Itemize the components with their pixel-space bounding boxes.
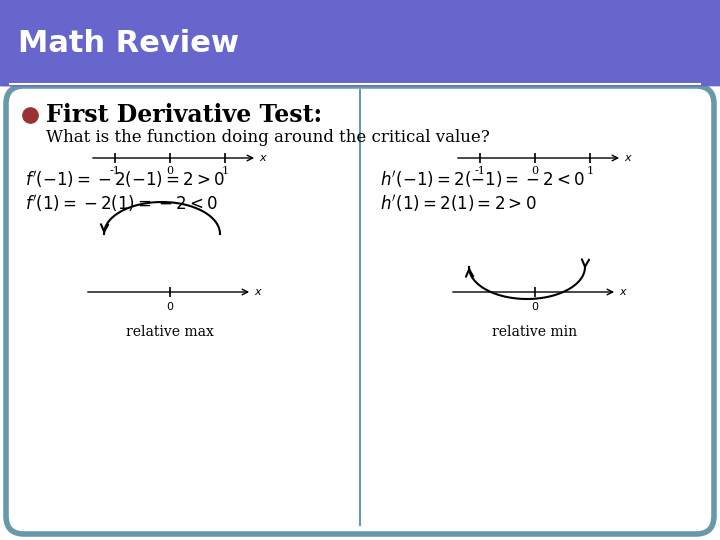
Text: -1: -1 [474,166,485,176]
Text: 1: 1 [586,166,593,176]
Text: What is the function doing around the critical value?: What is the function doing around the cr… [46,129,490,145]
Text: First Derivative Test:: First Derivative Test: [46,103,322,127]
Bar [0,0,720,85]
Bar [0,45,720,85]
Text: relative min: relative min [492,325,577,339]
Text: $f'(1) = -2(1) = -2 < 0$: $f'(1) = -2(1) = -2 < 0$ [25,192,217,213]
Bar [0,0,40,85]
Text: 0: 0 [531,166,539,176]
FancyBboxPatch shape [6,86,714,534]
Text: $f'(-1) = -2(-1) = 2 > 0$: $f'(-1) = -2(-1) = 2 > 0$ [25,170,225,191]
Text: $x$: $x$ [619,287,628,297]
Text: $h'(-1) = 2(-1) = -2 < 0$: $h'(-1) = 2(-1) = -2 < 0$ [380,170,585,191]
Text: $h'(1) = 2(1) = 2 > 0$: $h'(1) = 2(1) = 2 > 0$ [380,192,536,213]
Text: Math Review: Math Review [18,29,239,57]
FancyBboxPatch shape [0,0,695,85]
Text: $0$: $0$ [531,300,539,312]
Text: $x$: $x$ [624,153,633,163]
Text: relative max: relative max [126,325,214,339]
Text: $0$: $0$ [166,300,174,312]
Text: 0: 0 [166,166,174,176]
Text: 1: 1 [222,166,228,176]
Text: -1: -1 [109,166,120,176]
Text: $x$: $x$ [254,287,263,297]
Text: $x$: $x$ [259,153,268,163]
